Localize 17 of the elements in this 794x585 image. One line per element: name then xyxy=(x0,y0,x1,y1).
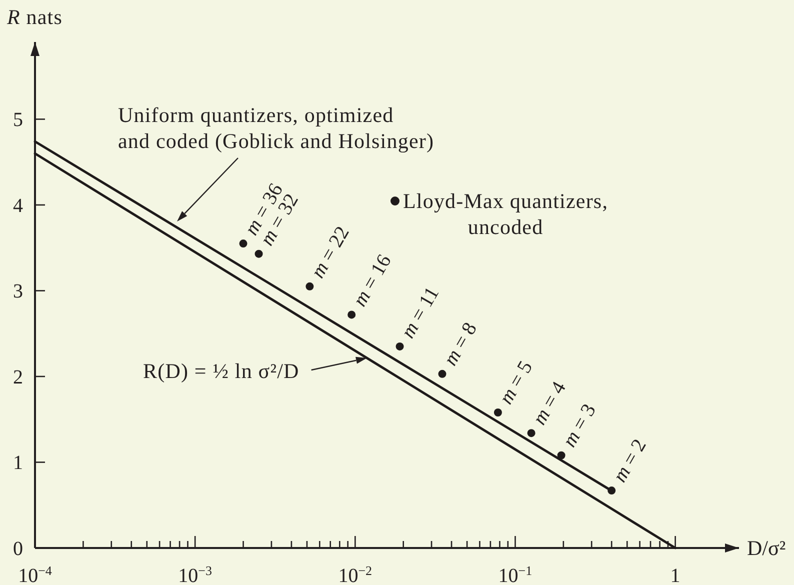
y-tick-label: 3 xyxy=(13,280,23,303)
y-tick-label: 0 xyxy=(13,538,23,560)
x-tick-label: 10$^{−2}$ xyxy=(338,562,372,585)
y-axis-title: R nats xyxy=(6,5,63,29)
x-tick-label: 10$^{−4}$ xyxy=(18,562,52,585)
x-tick-label: 10$^{−1}$ xyxy=(498,562,532,585)
x-tick-label: 1 xyxy=(670,565,680,585)
x-axis-title: D/σ² xyxy=(747,536,786,560)
y-tick-label: 2 xyxy=(13,366,23,388)
series-label: Uniform quantizers, optimized and coded (Goblick and Holsinger) xyxy=(118,103,434,153)
legend-label: Lloyd-Max quantizers, uncoded xyxy=(403,189,608,239)
y-tick-label: 5 xyxy=(13,109,23,132)
series-label: R(D) = ½ ln σ²/D xyxy=(143,359,300,383)
annotation: m = 2 xyxy=(608,435,651,486)
x-tick-label: 10$^{−3}$ xyxy=(178,562,212,585)
y-tick-label: 4 xyxy=(13,194,23,217)
y-tick-label: 1 xyxy=(13,452,23,474)
